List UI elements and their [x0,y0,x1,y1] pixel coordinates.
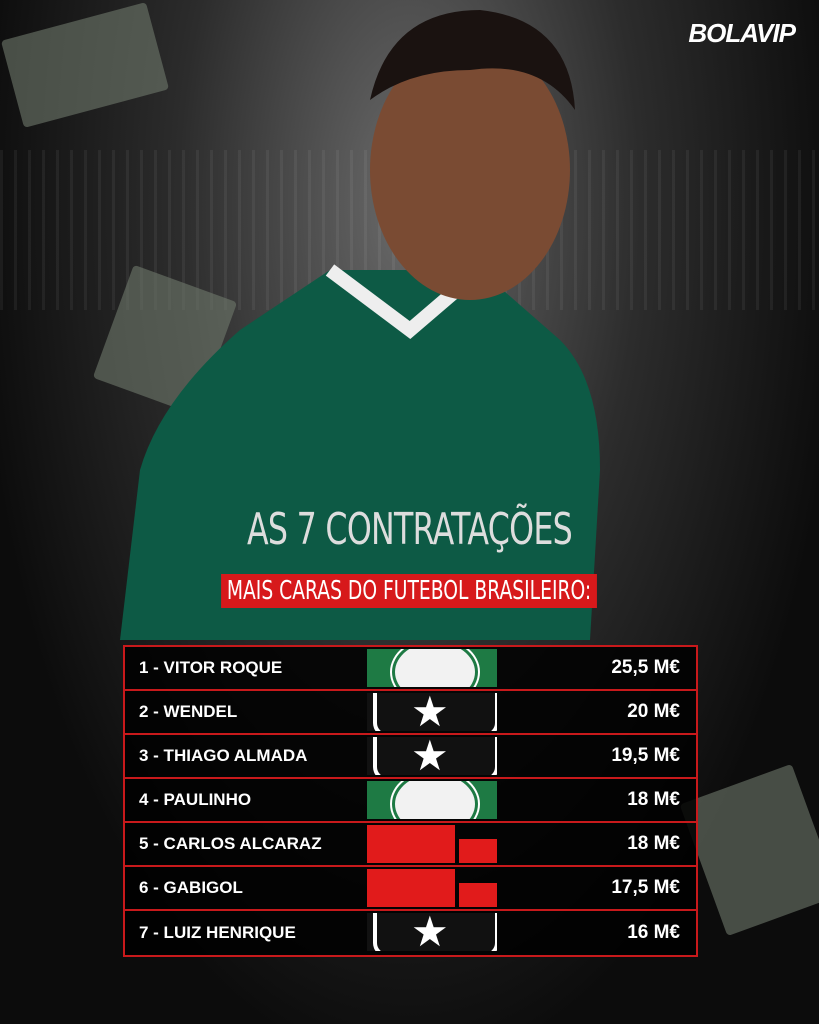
player-name: 5 - CARLOS ALCARAZ [139,834,322,853]
table-row: 5 - CARLOS ALCARAZ 18 M€ [125,823,696,867]
botafogo-crest-icon [367,737,497,775]
player-name: 2 - WENDEL [139,702,238,721]
subheadline: MAIS CARAS DO FUTEBOL BRASILEIRO: [221,574,598,608]
table-row: 7 - LUIZ HENRIQUE 16 M€ [125,911,696,955]
transfer-value: 18 M€ [627,789,680,810]
ranking-table: 1 - VITOR ROQUE 25,5 M€ 2 - WENDEL 20 M€ 3… [123,645,698,957]
player-name: 1 - VITOR ROQUE [139,658,283,677]
player-name: 6 - GABIGOL [139,878,243,897]
player-photo [120,10,600,640]
table-row: 3 - THIAGO ALMADA 19,5 M€ [125,735,696,779]
flamengo-crest-icon [367,869,497,907]
player-name: 7 - LUIZ HENRIQUE [139,923,296,942]
transfer-value: 17,5 M€ [611,877,680,898]
headline: AS 7 CONTRATAÇÕES [246,504,573,555]
botafogo-crest-icon [367,693,497,731]
table-row: 4 - PAULINHO 18 M€ [125,779,696,823]
bolavip-logo: BOLAVIP [688,18,796,48]
transfer-value: 19,5 M€ [611,745,680,766]
table-row: 2 - WENDEL 20 M€ [125,691,696,735]
table-row: 1 - VITOR ROQUE 25,5 M€ [125,647,696,691]
transfer-value: 20 M€ [627,701,680,722]
flamengo-crest-icon [367,825,497,863]
player-name: 3 - THIAGO ALMADA [139,746,308,765]
player-name: 4 - PAULINHO [139,790,252,809]
botafogo-crest-icon [367,913,497,951]
transfer-value: 25,5 M€ [611,657,680,678]
transfer-value: 18 M€ [627,833,680,854]
table-row: 6 - GABIGOL 17,5 M€ [125,867,696,911]
palmeiras-crest-icon [367,781,497,819]
palmeiras-crest-icon [367,649,497,687]
transfer-value: 16 M€ [627,922,680,943]
